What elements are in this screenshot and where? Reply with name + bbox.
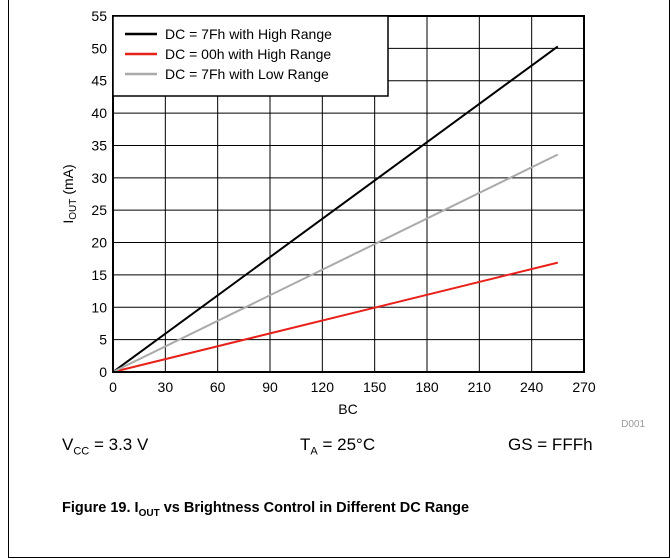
series-line bbox=[112, 261, 559, 373]
figure-id-label: D001 bbox=[621, 419, 645, 430]
y-tick-label: 0 bbox=[99, 364, 107, 380]
vcc-condition: VCC = 3.3 V bbox=[62, 435, 149, 458]
x-tick-label: 90 bbox=[262, 379, 278, 395]
x-tick-label: 120 bbox=[311, 379, 335, 395]
x-axis-label: BC bbox=[338, 401, 357, 417]
gs-condition: GS = FFFh bbox=[508, 435, 593, 454]
y-tick-label: 5 bbox=[99, 332, 107, 348]
y-tick-label: 25 bbox=[91, 202, 107, 218]
y-tick-label: 20 bbox=[91, 235, 107, 251]
ta-condition: TA = 25°C bbox=[300, 435, 376, 458]
legend-box bbox=[112, 15, 389, 97]
y-tick-label: 55 bbox=[91, 8, 107, 24]
y-tick-label: 30 bbox=[91, 170, 107, 186]
figure-caption: Figure 19. IOUT vs Brightness Control in… bbox=[62, 500, 470, 519]
y-axis-label: IOUT(mA) bbox=[60, 164, 79, 223]
x-tick-label: 180 bbox=[415, 379, 439, 395]
y-tick-label: 35 bbox=[91, 137, 107, 153]
y-tick-label: 15 bbox=[91, 267, 107, 283]
x-tick-labels: 0 30 60 90 120 150 180 210 240 270 bbox=[109, 379, 596, 395]
legend-entry: DC = 00h with High Range bbox=[165, 46, 331, 62]
x-tick-label: 240 bbox=[520, 379, 544, 395]
figure-frame bbox=[8, 0, 670, 558]
chart: 0 30 60 90 120 150 180 210 240 270 0 5 10 15 20 25 30 35… bbox=[60, 8, 645, 430]
x-tick-label: 270 bbox=[572, 379, 596, 395]
legend: DC = 7Fh with High Range DC = 00h with Hi… bbox=[112, 15, 389, 97]
x-tick-label: 0 bbox=[109, 379, 117, 395]
y-tick-label: 10 bbox=[91, 299, 107, 315]
y-tick-label: 45 bbox=[91, 73, 107, 89]
y-tick-label: 50 bbox=[91, 40, 107, 56]
x-tick-label: 210 bbox=[468, 379, 492, 395]
legend-entry: DC = 7Fh with Low Range bbox=[165, 66, 329, 82]
x-tick-label: 150 bbox=[363, 379, 387, 395]
x-tick-label: 60 bbox=[210, 379, 226, 395]
series-line bbox=[112, 153, 559, 373]
y-tick-labels: 0 5 10 15 20 25 30 35 40 45 50 55 bbox=[91, 8, 107, 380]
series-line bbox=[112, 45, 559, 373]
y-tick-label: 40 bbox=[91, 105, 107, 121]
x-tick-label: 30 bbox=[158, 379, 174, 395]
series-lines bbox=[112, 45, 559, 373]
legend-entry: DC = 7Fh with High Range bbox=[165, 26, 332, 42]
